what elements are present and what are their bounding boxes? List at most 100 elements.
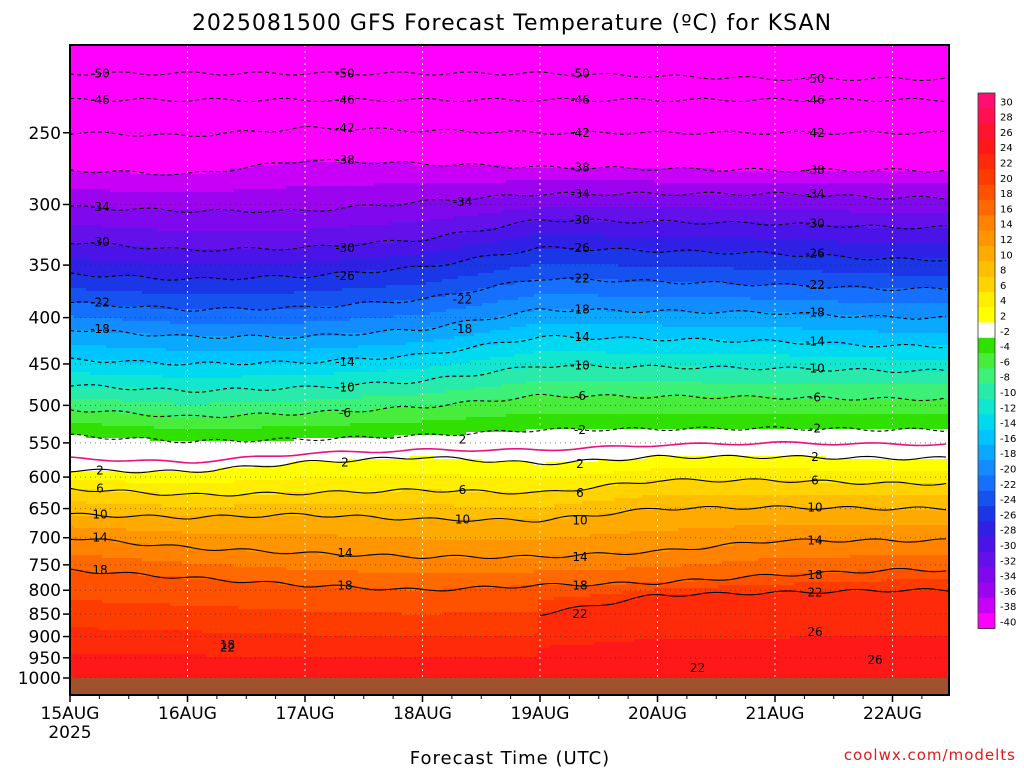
contour-label: -18: [453, 322, 473, 336]
colorbar-cell: [978, 246, 995, 262]
y-tick-label: 850: [29, 605, 61, 625]
contour-label: 2: [811, 450, 819, 464]
contour-label: -22: [805, 278, 825, 292]
contour-label: -10: [805, 361, 825, 375]
contour-label: 26: [867, 653, 882, 667]
contour-label: -30: [335, 241, 355, 255]
contour-label: 14: [807, 534, 822, 548]
colorbar-label: 24: [1000, 143, 1013, 154]
contour-label: -26: [335, 269, 355, 283]
contour-label: 6: [811, 473, 819, 487]
colorbar-label: 6: [1000, 281, 1006, 292]
y-axis: 2503003504004505005506006507007508008509…: [18, 124, 70, 689]
colorbar-label: -16: [1000, 434, 1016, 445]
contour-label: -2: [809, 421, 821, 435]
colorbar-label: 10: [1000, 250, 1013, 261]
contour-label: -26: [805, 247, 825, 261]
contour-label: -34: [805, 187, 825, 201]
x-axis-label: Forecast Time (UTC): [410, 748, 610, 768]
contour-label: -14: [805, 334, 825, 348]
colorbar-label: -24: [1000, 495, 1016, 506]
y-tick-label: 300: [29, 195, 61, 215]
y-tick-label: 450: [29, 355, 61, 375]
colorbar-cell: [978, 170, 995, 186]
colorbar-cell: [978, 368, 995, 384]
contour-label: -46: [335, 93, 355, 107]
contour-label: 6: [96, 482, 104, 496]
colorbar-label: -32: [1000, 556, 1016, 567]
colorbar-label: -6: [1000, 357, 1010, 368]
contour-label: 22: [807, 586, 822, 600]
colorbar-cell: [978, 491, 995, 507]
colorbar-cell: [978, 353, 995, 369]
contour-label: 2: [459, 432, 467, 446]
colorbar-cell: [978, 292, 995, 308]
colorbar-cell: [978, 200, 995, 216]
colorbar-label: 18: [1000, 189, 1013, 200]
y-tick-label: 350: [29, 256, 61, 276]
colorbar-label: 26: [1000, 128, 1013, 139]
contour-label: -10: [335, 381, 355, 395]
colorbar-cell: [978, 93, 995, 109]
colorbar-cell: [978, 399, 995, 415]
contour-label: -34: [570, 187, 590, 201]
colorbar-cell: [978, 521, 995, 537]
contour-label: 2: [96, 463, 104, 477]
colorbar-cell: [978, 598, 995, 614]
colorbar-label: -18: [1000, 449, 1016, 460]
y-tick-label: 400: [29, 309, 61, 329]
colorbar-label: 20: [1000, 174, 1013, 185]
contour-label: -14: [570, 330, 590, 344]
contour-label: 10: [807, 500, 822, 514]
contour-label: -14: [335, 355, 355, 369]
contour-label: 18: [807, 568, 822, 582]
colorbar-label: -40: [1000, 618, 1016, 629]
contour-label: 2: [576, 457, 584, 471]
chart-title: 2025081500 GFS Forecast Temperature (ºC)…: [192, 11, 832, 36]
contour-label: -42: [570, 126, 590, 140]
colorbar-label: 4: [1000, 296, 1006, 307]
contour-label: -38: [570, 160, 590, 174]
colorbar-cell: [978, 261, 995, 277]
contour-label: -46: [805, 93, 825, 107]
colorbar-label: -4: [1000, 342, 1010, 353]
contour-label: -50: [90, 66, 110, 80]
y-tick-label: 900: [29, 628, 61, 648]
contour-label: 18: [572, 578, 587, 592]
colorbar-cell: [978, 124, 995, 140]
contour-label: -38: [805, 163, 825, 177]
x-tick-label: 21AUG: [746, 704, 805, 724]
colorbar-label: -34: [1000, 572, 1016, 583]
contour-label: 22: [572, 607, 587, 621]
colorbar-cell: [978, 185, 995, 201]
colorbar-label: 16: [1000, 204, 1013, 215]
contour-label: -6: [574, 389, 586, 403]
colorbar-cell: [978, 307, 995, 323]
contour-label: -34: [90, 200, 110, 214]
credit-link[interactable]: coolwx.com/modelts: [844, 746, 1016, 764]
colorbar-label: -2: [1000, 327, 1010, 338]
contour-label: 6: [576, 486, 584, 500]
colorbar-label: 2: [1000, 312, 1006, 323]
contour-label: -6: [809, 390, 821, 404]
colorbar-label: -22: [1000, 480, 1016, 491]
x-tick-year: 2025: [48, 723, 91, 743]
colorbar-cell: [978, 414, 995, 430]
colorbar-cell: [978, 430, 995, 446]
contour-label: -18: [570, 303, 590, 317]
y-tick-label: 750: [29, 556, 61, 576]
colorbar-cell: [978, 384, 995, 400]
colorbar-label: -30: [1000, 541, 1016, 552]
contour-label: -6: [339, 406, 351, 420]
colorbar-cell: [978, 231, 995, 247]
x-tick-label: 16AUG: [158, 704, 217, 724]
colorbar-label: -12: [1000, 403, 1016, 414]
contour-label: -42: [335, 121, 355, 135]
contour-label: -30: [805, 217, 825, 231]
contour-label: -50: [805, 72, 825, 86]
colorbar-label: 8: [1000, 266, 1006, 277]
colorbar-cell: [978, 139, 995, 155]
colorbar-label: 14: [1000, 220, 1013, 231]
contour-label: 14: [92, 531, 107, 545]
colorbar-cell: [978, 583, 995, 599]
